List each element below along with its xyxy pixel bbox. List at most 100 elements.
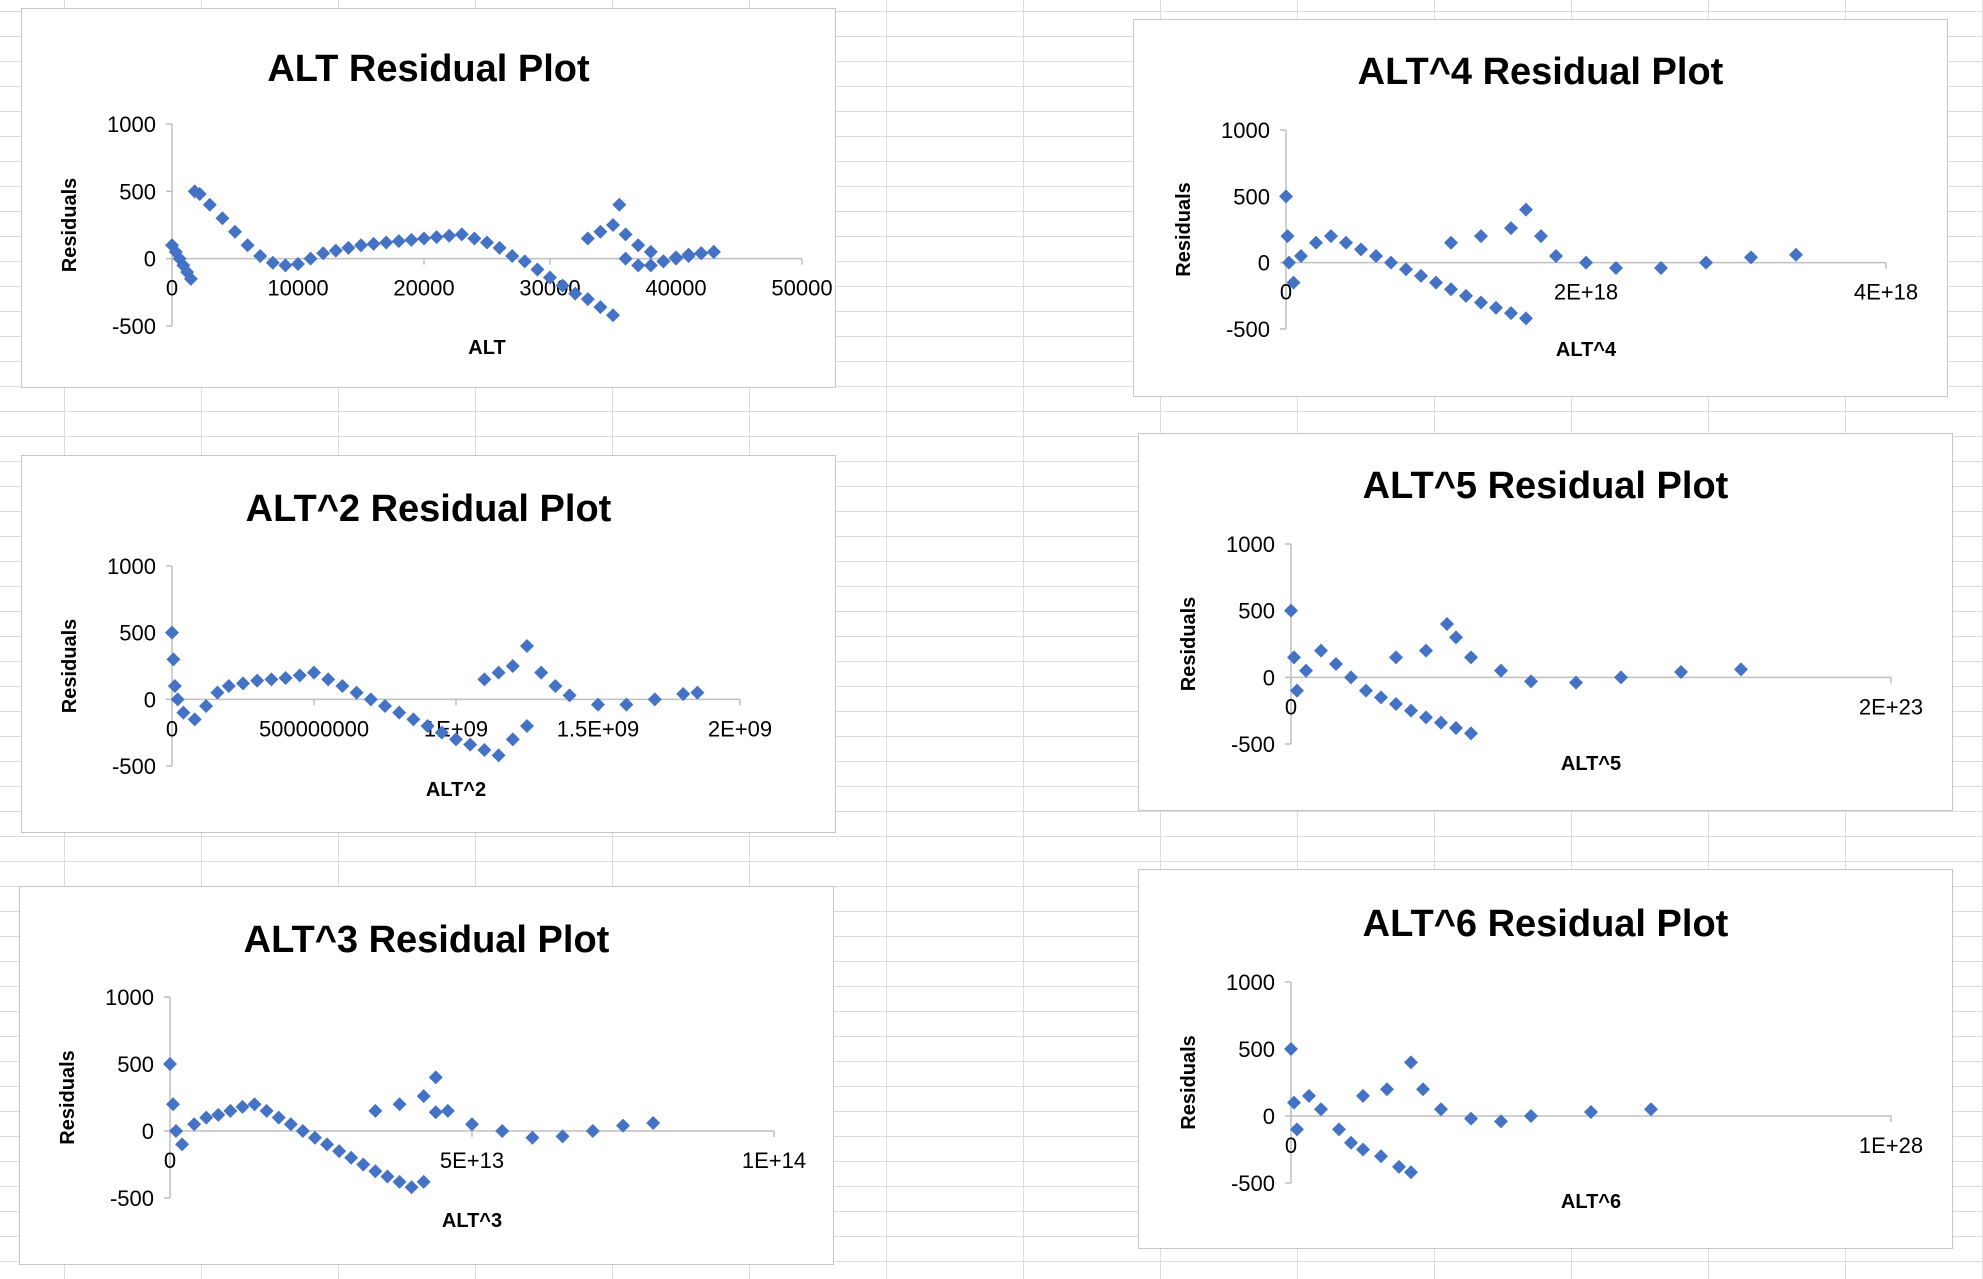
data-point xyxy=(619,227,633,241)
chart-svg: ALT^4 Residual Plot-500050010000 2E+18 4E+… xyxy=(1134,20,1947,396)
data-point xyxy=(1789,248,1803,262)
chart-alt5-residual-plot: ALT^5 Residual Plot -500 0 500 1000 0 2E+23 Res… xyxy=(1138,433,1953,811)
chart-alt-residual-plot: ALT Residual Plot -500 0 500 1000 0 10000 20000… xyxy=(21,8,836,388)
x-tick-label: 50000 xyxy=(771,276,832,301)
data-point xyxy=(1494,664,1508,678)
data-point xyxy=(1464,650,1478,664)
series-points xyxy=(165,184,721,322)
data-point xyxy=(1374,1149,1388,1163)
x-tick-label: 0 xyxy=(164,1148,176,1173)
data-point xyxy=(593,300,607,314)
data-point xyxy=(241,238,255,252)
y-tick-label: -500 xyxy=(1231,732,1275,757)
data-point xyxy=(648,692,662,706)
data-point xyxy=(520,719,534,733)
chart-title: ALT^5 Residual Plot xyxy=(1363,465,1729,507)
chart-title: ALT^4 Residual Plot xyxy=(1358,51,1724,93)
data-point xyxy=(1429,276,1443,290)
data-point xyxy=(1464,726,1478,740)
data-point xyxy=(1699,256,1713,270)
y-tick-label: 0 xyxy=(142,1119,154,1144)
data-point xyxy=(506,732,520,746)
y-axis-title: Residuals xyxy=(1173,182,1195,276)
x-tick-label: 2E+23 xyxy=(1859,694,1923,719)
data-point xyxy=(430,230,444,244)
x-axis-title: ALT^4 xyxy=(1556,339,1617,361)
data-point xyxy=(308,1131,322,1145)
chart-alt3-residual-plot: ALT^3 Residual Plot -500 0 500 1000 0 5E+13 1E+… xyxy=(19,886,834,1265)
data-point xyxy=(1282,256,1296,270)
data-point xyxy=(215,211,229,225)
data-point xyxy=(644,258,658,272)
data-point xyxy=(1419,644,1433,658)
data-point xyxy=(1344,670,1358,684)
data-point xyxy=(304,252,318,266)
data-point xyxy=(1354,242,1368,256)
data-point xyxy=(332,1144,346,1158)
data-point xyxy=(1440,617,1454,631)
data-point xyxy=(1309,236,1323,250)
data-point xyxy=(1404,1165,1418,1179)
data-point xyxy=(1519,203,1533,217)
y-tick-label: 0 xyxy=(144,687,156,712)
data-point xyxy=(1584,1105,1598,1119)
x-axis-title: ALT^6 xyxy=(1561,1191,1621,1213)
data-point xyxy=(690,686,704,700)
data-point xyxy=(1284,1042,1298,1056)
data-point xyxy=(356,1158,370,1172)
y-tick-label: 1000 xyxy=(1226,970,1275,995)
y-tick-label: 0 xyxy=(1263,1104,1275,1129)
data-point xyxy=(606,218,620,232)
data-point xyxy=(1459,289,1473,303)
data-point xyxy=(1302,1089,1316,1103)
data-point xyxy=(210,686,224,700)
data-point xyxy=(1419,710,1433,724)
data-point xyxy=(321,672,335,686)
data-point xyxy=(1314,1102,1328,1116)
x-tick-label: 2E+18 xyxy=(1554,280,1618,305)
data-point xyxy=(417,1089,431,1103)
data-point xyxy=(235,1100,249,1114)
x-tick-label: 0 xyxy=(1285,1133,1297,1158)
chart-title: ALT^2 Residual Plot xyxy=(246,488,612,530)
x-axis-title: ALT xyxy=(468,337,505,359)
data-point xyxy=(1404,1055,1418,1069)
data-point xyxy=(341,241,355,255)
data-point xyxy=(1504,221,1518,235)
data-point xyxy=(465,1117,479,1131)
data-point xyxy=(455,227,469,241)
data-point xyxy=(1294,249,1308,263)
data-point xyxy=(506,659,520,673)
chart-alt6-residual-plot: ALT^6 Residual Plot -500 0 500 1000 0 1E+28 Res… xyxy=(1138,869,1953,1249)
data-point xyxy=(166,652,180,666)
data-point xyxy=(1380,1082,1394,1096)
y-tick-label: 500 xyxy=(1233,184,1270,209)
data-point xyxy=(165,626,179,640)
data-point xyxy=(329,244,343,258)
data-point xyxy=(1534,229,1548,243)
data-point xyxy=(492,748,506,762)
data-point xyxy=(320,1137,334,1151)
data-point xyxy=(404,233,418,247)
data-point xyxy=(1474,229,1488,243)
data-point xyxy=(682,249,696,263)
data-point xyxy=(222,679,236,693)
data-point xyxy=(350,686,364,700)
data-point xyxy=(612,198,626,212)
data-point xyxy=(548,679,562,693)
y-tick-label: -500 xyxy=(112,314,156,339)
data-point xyxy=(493,241,507,255)
data-point xyxy=(495,1124,509,1138)
data-point xyxy=(1474,295,1488,309)
data-point xyxy=(1392,1160,1406,1174)
data-point xyxy=(1524,674,1538,688)
data-point xyxy=(1314,644,1328,658)
data-point xyxy=(1444,282,1458,296)
y-tick-label: 500 xyxy=(1238,1037,1275,1062)
y-tick-label: 500 xyxy=(117,1052,154,1077)
data-point xyxy=(1644,1102,1658,1116)
data-point xyxy=(380,1170,394,1184)
data-point xyxy=(707,245,721,259)
data-point xyxy=(1434,716,1448,730)
